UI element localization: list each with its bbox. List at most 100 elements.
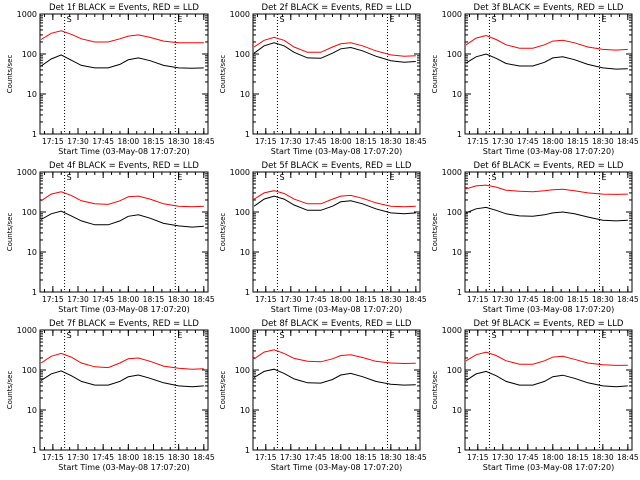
chart-panel-7: Det 7f BLACK = Events, RED = LLD 1 10 100 10… [6,319,215,472]
x-tick-label: 18:00 [542,453,564,462]
y-axis-label: Counts/sec [219,55,227,94]
x-tick-label: 18:00 [330,137,352,146]
chart-title: Det 3f BLACK = Events, RED = LLD [474,3,624,13]
x-tick-label: 18:00 [118,137,140,146]
chart-panel-4: Det 4f BLACK = Events, RED = LLD 1 10 100 10… [6,161,215,314]
y-tick-label: 1000 [442,326,462,335]
chart-title: Det 2f BLACK = Events, RED = LLD [262,3,412,13]
x-tick-label: 18:15 [355,137,377,146]
y-tick-label: 10 [27,248,37,257]
series-line-events [253,42,416,63]
x-tick-label: 18:30 [380,295,402,304]
end-marker-label: E [177,173,182,182]
x-tick-label: 17:45 [92,295,114,304]
x-tick-label: 18:30 [380,453,402,462]
series-line-events [40,210,204,228]
x-tick-label: 18:15 [355,453,377,462]
x-tick-label: 17:15 [255,137,277,146]
plot-frame [464,171,633,293]
x-tick-label: 18:15 [355,295,377,304]
y-tick-label: 1000 [442,168,462,177]
x-tick-label: 17:30 [67,137,89,146]
end-marker-label: E [601,331,606,340]
y-axis-label: Counts/sec [6,213,14,252]
series-line-lld [253,36,416,57]
x-tick-label: 17:30 [67,295,89,304]
chart-panel-3: Det 3f BLACK = Events, RED = LLD 1 10 100 10… [431,3,639,156]
x-tick-label: 17:45 [517,295,539,304]
x-tick-label: 18:00 [542,295,564,304]
plot-frame [252,329,421,451]
x-tick-label: 18:15 [567,295,589,304]
x-tick-label: 18:15 [567,453,589,462]
series-line-lld [253,190,416,208]
x-tick-label: 18:45 [405,453,427,462]
x-tick-label: 17:45 [305,137,327,146]
series-line-lld [465,184,628,195]
y-tick-label: 10 [27,90,37,99]
x-tick-label: 17:30 [280,137,302,146]
x-tick-label: 17:15 [255,295,277,304]
chart-panel-1: Det 1f BLACK = Events, RED = LLD 1 10 100 10… [6,3,215,156]
x-tick-label: 18:45 [617,137,639,146]
plot-frame [39,171,209,293]
y-tick-label: 1000 [17,10,37,19]
x-axis-label: Start Time (03-May-08 17:07:20) [58,147,189,156]
x-axis-label: Start Time (03-May-08 17:07:20) [483,305,614,314]
series-line-events [465,206,628,222]
y-tick-label: 1000 [230,326,250,335]
chart-title: Det 6f BLACK = Events, RED = LLD [474,161,624,171]
chart-title: Det 1f BLACK = Events, RED = LLD [49,3,199,13]
y-tick-label: 1 [457,130,462,139]
end-marker-label: E [177,331,182,340]
plot-frame [39,13,209,135]
series-line-lld [40,191,204,208]
y-tick-label: 1 [245,130,250,139]
series-line-lld [465,351,628,366]
x-tick-label: 17:15 [255,453,277,462]
x-axis-label: Start Time (03-May-08 17:07:20) [271,305,402,314]
chart-title: Det 9f BLACK = Events, RED = LLD [474,319,624,329]
chart-title: Det 4f BLACK = Events, RED = LLD [49,161,199,171]
plot-frame [464,329,633,451]
start-marker-label: S [67,15,72,24]
y-tick-label: 1000 [17,168,37,177]
start-marker-label: S [491,173,496,182]
x-tick-label: 17:45 [92,137,114,146]
y-tick-label: 1 [245,446,250,455]
chart-panel-9: Det 9f BLACK = Events, RED = LLD 1 10 100 10… [431,319,639,472]
start-marker-label: S [279,15,284,24]
y-tick-label: 100 [22,208,37,217]
x-tick-label: 17:15 [42,137,64,146]
plot-frame [39,329,209,451]
y-tick-label: 10 [27,406,37,415]
x-tick-label: 17:15 [467,295,489,304]
series-line-lld [465,34,628,51]
x-tick-label: 18:00 [330,453,352,462]
end-marker-label: E [601,173,606,182]
y-tick-label: 1 [245,288,250,297]
x-tick-label: 18:15 [143,295,165,304]
end-marker-label: E [389,331,394,340]
y-tick-label: 10 [452,406,462,415]
end-marker-label: E [389,173,394,182]
plot-frame [252,13,421,135]
start-marker-label: S [279,331,284,340]
x-tick-label: 17:15 [467,137,489,146]
start-marker-label: S [491,15,496,24]
x-tick-label: 17:30 [492,453,514,462]
x-tick-label: 17:30 [492,295,514,304]
x-axis-label: Start Time (03-May-08 17:07:20) [271,147,402,156]
x-tick-label: 17:45 [517,453,539,462]
y-tick-label: 100 [447,208,462,217]
y-tick-label: 100 [235,366,250,375]
series-line-events [465,370,628,388]
y-tick-label: 100 [447,366,462,375]
x-tick-label: 17:45 [305,453,327,462]
series-line-events [40,370,204,388]
x-tick-label: 18:45 [193,295,215,304]
start-marker-label: S [67,173,72,182]
series-line-events [253,368,416,386]
x-tick-label: 17:30 [280,453,302,462]
